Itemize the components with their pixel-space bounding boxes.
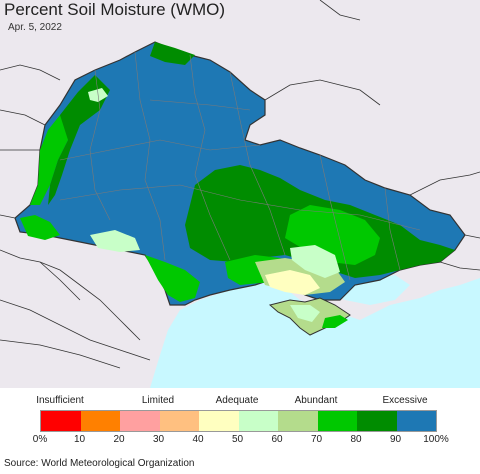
source-credit: Source: World Meteorological Organizatio… bbox=[4, 458, 195, 469]
legend-tick: 30 bbox=[152, 434, 165, 445]
legend-color-bar bbox=[40, 410, 437, 432]
legend-category-limited: Limited bbox=[141, 395, 175, 406]
zone-green-west bbox=[30, 115, 72, 205]
zone-west-pocket bbox=[20, 215, 60, 240]
zone-dark-green-north bbox=[150, 42, 195, 65]
zone-adequate-south bbox=[265, 270, 320, 295]
legend-swatch-9 bbox=[396, 411, 436, 431]
zone-light-green-south bbox=[290, 245, 340, 278]
legend-tick: 90 bbox=[389, 434, 402, 445]
legend-category-insufficient: Insufficient bbox=[36, 395, 84, 406]
legend-tick: 100% bbox=[423, 434, 449, 445]
crimea-south-green bbox=[322, 315, 348, 328]
legend-swatch-3 bbox=[159, 411, 199, 431]
legend-tick: 20 bbox=[113, 434, 125, 445]
legend-swatch-8 bbox=[357, 411, 397, 431]
legend-swatch-7 bbox=[317, 411, 357, 431]
legend-swatch-0 bbox=[41, 411, 81, 431]
legend-category-abundant: Abundant bbox=[294, 395, 338, 406]
legend: Insufficient Limited Adequate Abundant E… bbox=[0, 390, 480, 450]
zone-dark-green-west bbox=[48, 75, 110, 205]
soil-moisture-map bbox=[0, 0, 480, 388]
legend-tick: 70 bbox=[310, 434, 323, 445]
crimea-adequate bbox=[290, 305, 320, 322]
legend-tick: 80 bbox=[350, 434, 362, 445]
map-title: Percent Soil Moisture (WMO) bbox=[4, 0, 226, 19]
oblast-boundaries bbox=[59, 51, 421, 281]
zone-south-west-strip bbox=[90, 230, 140, 252]
neighbor-borders bbox=[0, 0, 480, 369]
legend-swatch-2 bbox=[120, 411, 160, 431]
legend-tick: 60 bbox=[271, 434, 283, 445]
zone-green-south-west bbox=[145, 255, 200, 302]
legend-tick: 40 bbox=[192, 434, 204, 445]
legend-tick: 0% bbox=[32, 434, 48, 445]
legend-category-excessive: Excessive bbox=[382, 395, 428, 406]
map-date: Apr. 5, 2022 bbox=[8, 22, 62, 33]
legend-category-adequate: Adequate bbox=[215, 395, 259, 406]
legend-swatch-5 bbox=[238, 411, 278, 431]
legend-tick: 50 bbox=[231, 434, 244, 445]
legend-swatch-6 bbox=[278, 411, 318, 431]
legend-tick: 10 bbox=[73, 434, 86, 445]
legend-swatch-1 bbox=[80, 411, 120, 431]
legend-swatch-4 bbox=[199, 411, 239, 431]
